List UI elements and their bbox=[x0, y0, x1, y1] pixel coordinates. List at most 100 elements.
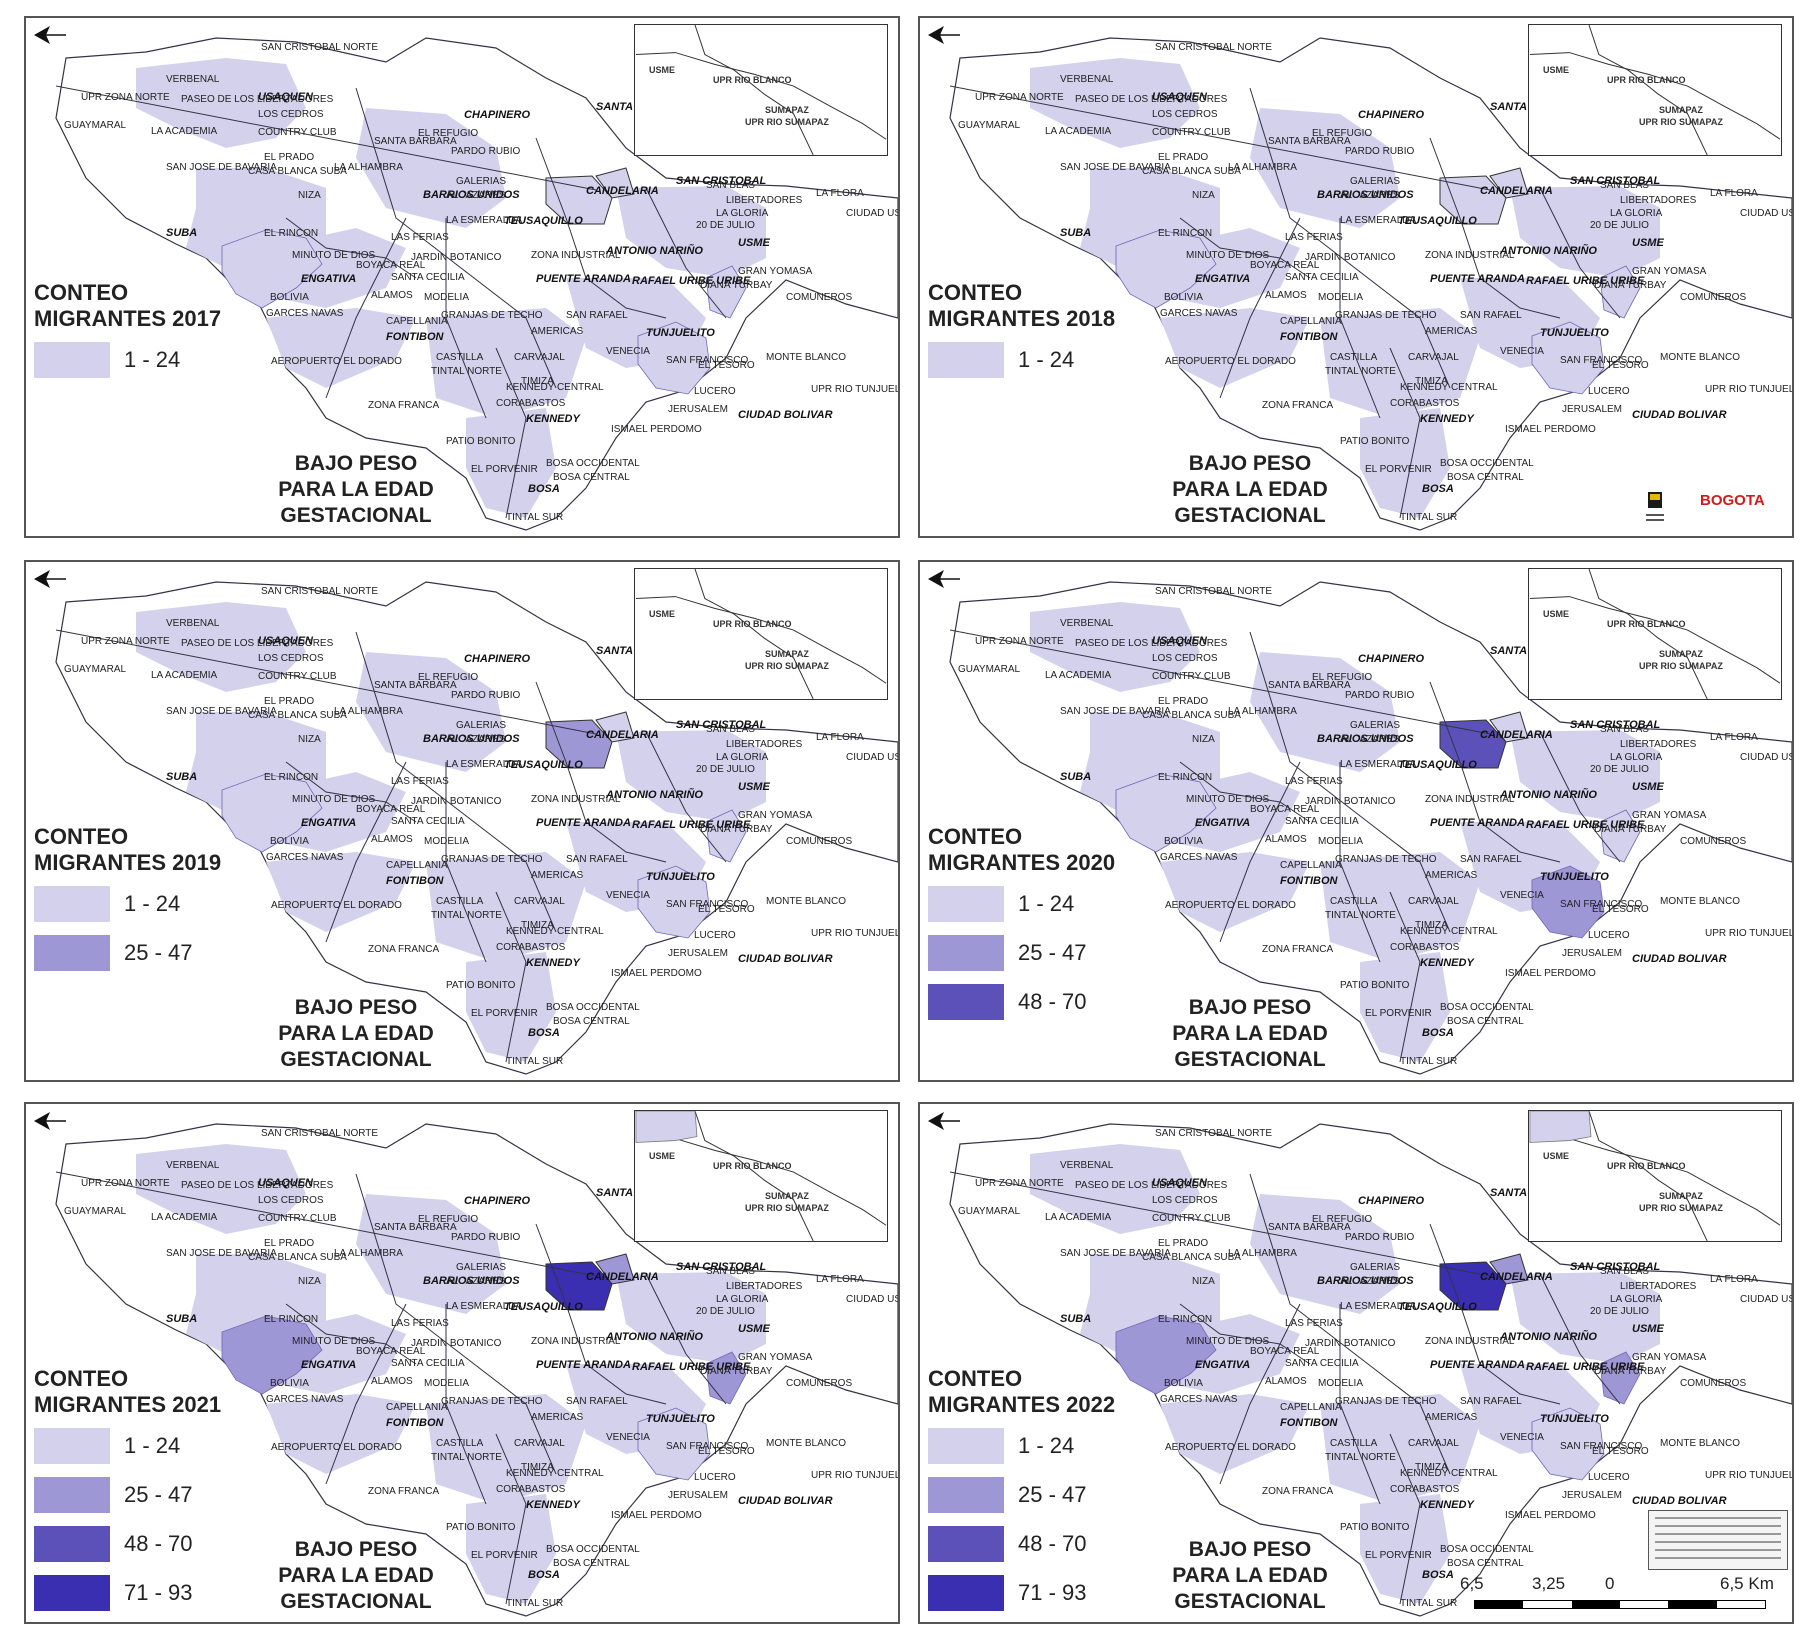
shield-caption bbox=[1646, 519, 1664, 521]
legend-item: 25 - 47 bbox=[34, 935, 221, 971]
place-label: ALAMOS bbox=[1265, 834, 1307, 845]
legend-label: 48 - 70 bbox=[124, 1531, 193, 1556]
inset-svg bbox=[1529, 569, 1781, 699]
place-label: COMUNEROS bbox=[1680, 1378, 1746, 1389]
north-arrow-head bbox=[928, 570, 944, 588]
place-label: LA ALHAMBRA bbox=[1228, 1248, 1297, 1259]
place-label: BOSA OCCIDENTAL bbox=[1440, 1544, 1534, 1555]
scale-label: 6,5 bbox=[1460, 1574, 1484, 1593]
place-label: ZONA INDUSTRIAL bbox=[531, 250, 621, 261]
legend-title: CONTEO MIGRANTES 2018 bbox=[928, 280, 1115, 332]
place-label: ZONA INDUSTRIAL bbox=[1425, 1336, 1515, 1347]
place-label: MONTE BLANCO bbox=[766, 352, 846, 363]
place-label: CIUDAD USME bbox=[1740, 208, 1792, 219]
fill-east bbox=[616, 1272, 766, 1364]
map-svg: SAN CRISTOBAL NORTE VERBENAL USAQUENPASEO … bbox=[949, 1123, 1792, 1617]
place-label: LAS FERIAS bbox=[1285, 1318, 1343, 1329]
place-label: SUBA bbox=[1060, 1313, 1091, 1325]
legend-swatch bbox=[928, 1526, 1004, 1562]
place-label: EL REFUGIO bbox=[418, 672, 478, 683]
place-label: USAQUEN bbox=[258, 91, 314, 103]
place-label: ISMAEL PERDOMO bbox=[611, 424, 702, 435]
place-label: CIUDAD BOLIVAR bbox=[1632, 953, 1727, 965]
candelaria-area bbox=[595, 167, 635, 199]
place-label: LUCERO bbox=[694, 930, 736, 941]
place-label: LA ESMERALDA bbox=[1340, 759, 1416, 770]
place-label: CIUDAD BOLIVAR bbox=[1632, 1495, 1727, 1507]
place-label: TINTAL SUR bbox=[1400, 512, 1457, 523]
place-label: RAFAEL URIBE URIBE bbox=[1526, 1361, 1645, 1373]
place-label: TUNJUELITO bbox=[1540, 327, 1609, 339]
locality-boundary bbox=[1219, 217, 1301, 399]
locality-boundary bbox=[1249, 87, 1451, 389]
inset-label: USME bbox=[649, 609, 676, 619]
place-label: CIUDAD USME bbox=[1740, 752, 1792, 763]
place-label: MONTE BLANCO bbox=[1660, 352, 1740, 363]
place-label: LA ESMERALDA bbox=[1340, 215, 1416, 226]
place-label: SAN RAFAEL bbox=[1460, 310, 1522, 321]
inset-boundary bbox=[1529, 1138, 1781, 1226]
place-label: TEUSAQUILLO bbox=[1398, 215, 1477, 227]
inset-label: UPR RIO SUMAPAZ bbox=[1639, 1203, 1723, 1213]
inset-boundary bbox=[694, 1111, 814, 1241]
place-label: SAN CRISTOBAL bbox=[676, 175, 767, 187]
place-label: TUNJUELITO bbox=[1540, 871, 1609, 883]
subtitle-line: BAJO PESO bbox=[1188, 1538, 1312, 1561]
place-label: ALCAZARES bbox=[446, 734, 506, 745]
place-label: EL RINCON bbox=[264, 1314, 318, 1325]
place-label: ALAMOS bbox=[371, 834, 413, 845]
inset-boundary bbox=[1588, 25, 1708, 155]
place-label: EL PRADO bbox=[264, 1238, 314, 1249]
place-label: GRANJAS DE TECHO bbox=[441, 1396, 543, 1407]
place-label: MINUTO DE DIOS bbox=[292, 794, 375, 805]
place-label: LIBERTADORES bbox=[1620, 195, 1697, 206]
inset-svg bbox=[635, 1111, 887, 1241]
inset-boundary bbox=[1588, 1111, 1708, 1241]
teusaquillo-area bbox=[1439, 1261, 1507, 1311]
place-label: LA FLORA bbox=[1710, 1274, 1758, 1285]
place-label: BARRIOS UNIDOS bbox=[423, 189, 520, 201]
place-label: SAN RAFAEL bbox=[566, 310, 628, 321]
place-label: GRAN YOMASA bbox=[738, 1352, 813, 1363]
fill-kennedy bbox=[426, 852, 586, 962]
legend-title-year: MIGRANTES 2021 bbox=[34, 1392, 222, 1417]
inset-label: USME bbox=[649, 1151, 676, 1161]
place-label: LOS CEDROS bbox=[258, 109, 324, 120]
place-label: EL RINCON bbox=[264, 772, 318, 783]
inset-map: USME UPR RIO BLANCO SUMAPAZ UPR RIO SUMAPAZ bbox=[634, 568, 888, 700]
place-label: SANTA BARBARA bbox=[1268, 136, 1351, 147]
fill-bosa bbox=[1360, 408, 1450, 518]
place-label: JERUSALEM bbox=[1562, 948, 1622, 959]
legend-title: CONTEO MIGRANTES 2021 bbox=[34, 1366, 221, 1418]
legend: CONTEO MIGRANTES 2017 1 - 24 bbox=[34, 280, 221, 391]
legend-swatch bbox=[928, 984, 1004, 1020]
place-label: ALCAZARES bbox=[446, 1276, 506, 1287]
legend-label: 1 - 24 bbox=[1018, 347, 1075, 372]
place-label: CANDELARIA bbox=[586, 729, 659, 741]
map-panel: SAN CRISTOBAL NORTE VERBENAL USAQUEN PASEO … bbox=[918, 1102, 1794, 1624]
place-label: COUNTRY CLUB bbox=[1152, 1213, 1231, 1224]
legend-swatch bbox=[928, 935, 1004, 971]
map-panel: SAN CRISTOBAL NORTE VERBENAL USAQUEN PASEO … bbox=[918, 560, 1794, 1082]
place-label: MODELIA bbox=[1318, 836, 1363, 847]
place-label: LA ACADEMIA bbox=[1045, 670, 1111, 681]
place-label: TIMIZA bbox=[521, 920, 554, 931]
place-label: NIZA bbox=[1192, 1276, 1215, 1287]
place-label: USAQUEN bbox=[258, 635, 314, 647]
locality-boundary bbox=[1339, 1304, 1381, 1505]
fill-center bbox=[356, 652, 506, 772]
place-label: PARDO RUBIO bbox=[451, 146, 520, 157]
place-label: ISMAEL PERDOMO bbox=[1505, 424, 1596, 435]
place-label: PASEO DE LOS LIBERTADORES bbox=[1075, 94, 1228, 105]
place-label: LA ALHAMBRA bbox=[1228, 162, 1297, 173]
teusaquillo-area bbox=[1439, 175, 1507, 225]
place-label: VENECIA bbox=[606, 346, 650, 357]
legend: CONTEO MIGRANTES 2020 1 - 24 25 - 47 48 - 70 bbox=[928, 824, 1115, 1033]
place-label: SAN JOSE DE BAVARIA bbox=[1060, 1248, 1171, 1259]
fill-bosa bbox=[466, 1494, 556, 1604]
place-label: SAN CRISTOBAL NORTE bbox=[1155, 1128, 1272, 1139]
place-label: GUAYMARAL bbox=[64, 1206, 126, 1217]
place-label: ANTONIO NARIÑO bbox=[605, 1330, 703, 1343]
legend-label: 25 - 47 bbox=[1018, 1482, 1087, 1507]
place-label: SAN BLAS bbox=[706, 724, 755, 735]
